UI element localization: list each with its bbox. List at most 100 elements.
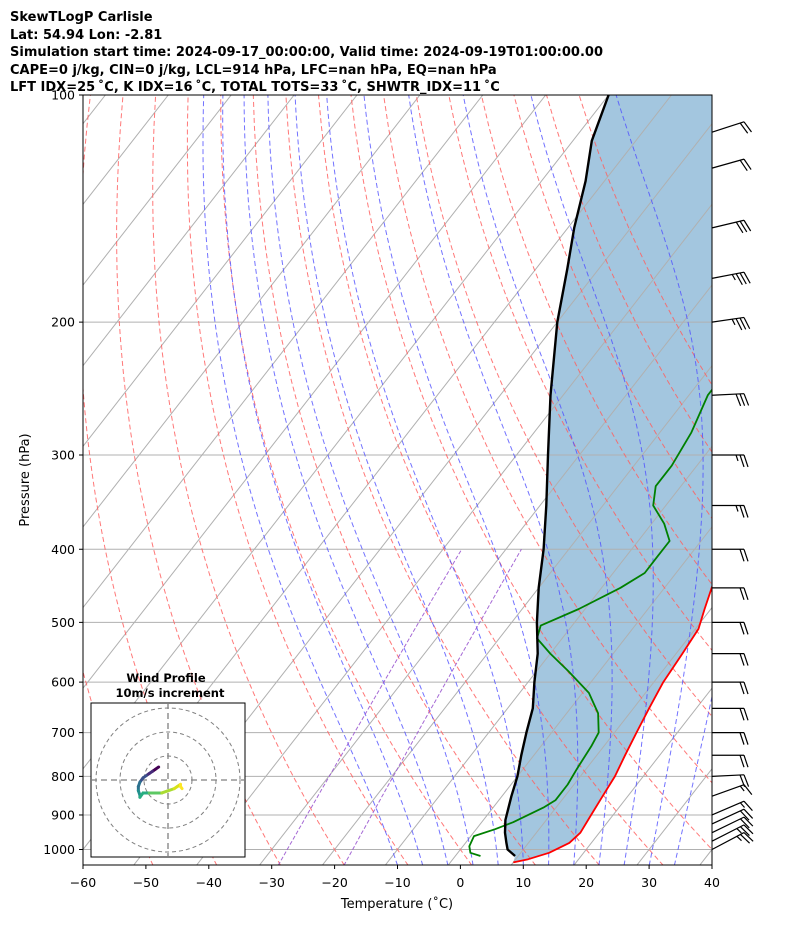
y-tick-label: 1000 [43,842,75,857]
dry-adiabat [252,95,537,865]
x-axis-label: Temperature (˚C) [340,896,453,912]
isotherm [196,203,712,865]
moist-adiabat [294,95,499,865]
dry-adiabat [318,95,664,865]
cape-cin-shading [505,95,712,863]
wind-barb [711,832,754,851]
wind-barb [712,504,749,518]
wind-barb [711,121,752,134]
title-line-station: SkewTLogP Carlisle [10,10,153,25]
hodograph-inset: Wind Profile 10m/s increment [90,671,246,858]
wind-barb [712,587,749,601]
moist-adiabat [408,95,579,865]
y-tick-label: 400 [51,542,75,557]
isotherm [83,95,358,448]
moist-adiabat [462,95,613,865]
x-tick-label: −20 [321,875,347,890]
dry-adiabat [116,95,281,865]
y-tick-label: 900 [51,807,75,822]
isotherm [83,95,232,286]
y-tick-label: 700 [51,725,75,740]
wind-barb [712,548,749,562]
isotherm [447,526,712,865]
x-tick-label: 30 [641,875,657,890]
moist-adiabat [202,95,398,865]
wind-barb [712,454,749,468]
wind-barb [711,774,750,788]
mixing-ratio-line [343,549,522,865]
isotherm [573,687,712,865]
wind-barb [712,754,749,768]
wind-barbs [711,121,754,851]
wind-barb [711,393,750,407]
y-tick-label: 300 [51,447,75,462]
y-tick-label: 500 [51,615,75,630]
cin-area [505,95,712,863]
x-tick-label: −30 [259,875,285,890]
wind-barb [711,808,754,825]
wind-barb [711,271,751,286]
wind-barb [711,219,752,234]
x-tick-label: 0 [456,875,464,890]
wind-barb [712,653,749,666]
dry-adiabat [350,95,712,851]
x-tick-label: 20 [578,875,594,890]
hodograph-title: Wind Profile [126,671,206,685]
wind-barb [712,681,749,695]
isotherm [83,95,547,690]
dewpoint-line [468,388,712,857]
isotherm [762,95,794,865]
isotherm [83,95,106,125]
dry-adiabat [220,95,473,865]
mixing-ratio-line [277,549,463,865]
wind-barb [711,816,754,834]
wind-barb [711,158,752,172]
y-tick-label: 600 [51,675,75,690]
dry-adiabat [285,95,600,865]
dry-adiabat [513,95,712,520]
title-line-time: Simulation start time: 2024-09-17_00:00:… [10,45,603,61]
title-line-location: Lat: 54.94 Lon: -2.81 [10,27,163,43]
isotherm [258,284,712,865]
temperature-line [513,584,712,864]
title-line-indices: LFT IDX=25 ˚C, K IDX=16 ˚C, TOTAL TOTS=3… [10,80,500,96]
profiles [468,95,712,864]
wind-barb [712,707,749,721]
isotherm [83,95,421,528]
dry-adiabat [480,95,712,586]
hodograph-subtitle: 10m/s increment [116,686,225,700]
isotherm [699,848,712,865]
wind-barb [711,800,753,816]
x-tick-label: 40 [704,875,720,890]
isotherm [83,95,484,609]
axes: −60 −50 −40 −30 −20 −10 0 10 20 30 40 1000 900 800 700… [43,88,720,891]
x-tick-label: −50 [133,875,159,890]
isotherm [83,95,295,367]
moist-adiabat [222,95,424,865]
chart-title: SkewTLogP Carlisle Lat: 54.94 Lon: -2.81… [10,9,603,97]
moist-adiabat [326,95,524,865]
wind-barb [711,824,754,842]
y-tick-label: 800 [51,769,75,784]
wind-barb [712,621,749,635]
hodograph-segment [178,784,184,791]
y-tick-label: 100 [51,88,75,103]
moist-adiabat [363,95,550,865]
x-tick-label: 10 [515,875,531,890]
title-line-cape: CAPE=0 j/kg, CIN=0 j/kg, LCL=914 hPa, LF… [10,62,497,78]
y-tick-label: 200 [51,315,75,330]
dry-adiabat [383,95,712,784]
x-tick-label: −10 [384,875,410,890]
isotherm [321,364,712,865]
x-tick-label: −60 [70,875,96,890]
moist-adiabat [243,95,449,865]
x-tick-label: −40 [196,875,222,890]
wind-barb [711,316,751,331]
wind-barb [711,784,753,797]
moist-adiabat [615,95,704,865]
y-axis-label: Pressure (hPa) [18,433,33,526]
wind-barb [712,732,749,745]
dry-adiabat [186,95,409,865]
parcel-line [503,95,610,857]
